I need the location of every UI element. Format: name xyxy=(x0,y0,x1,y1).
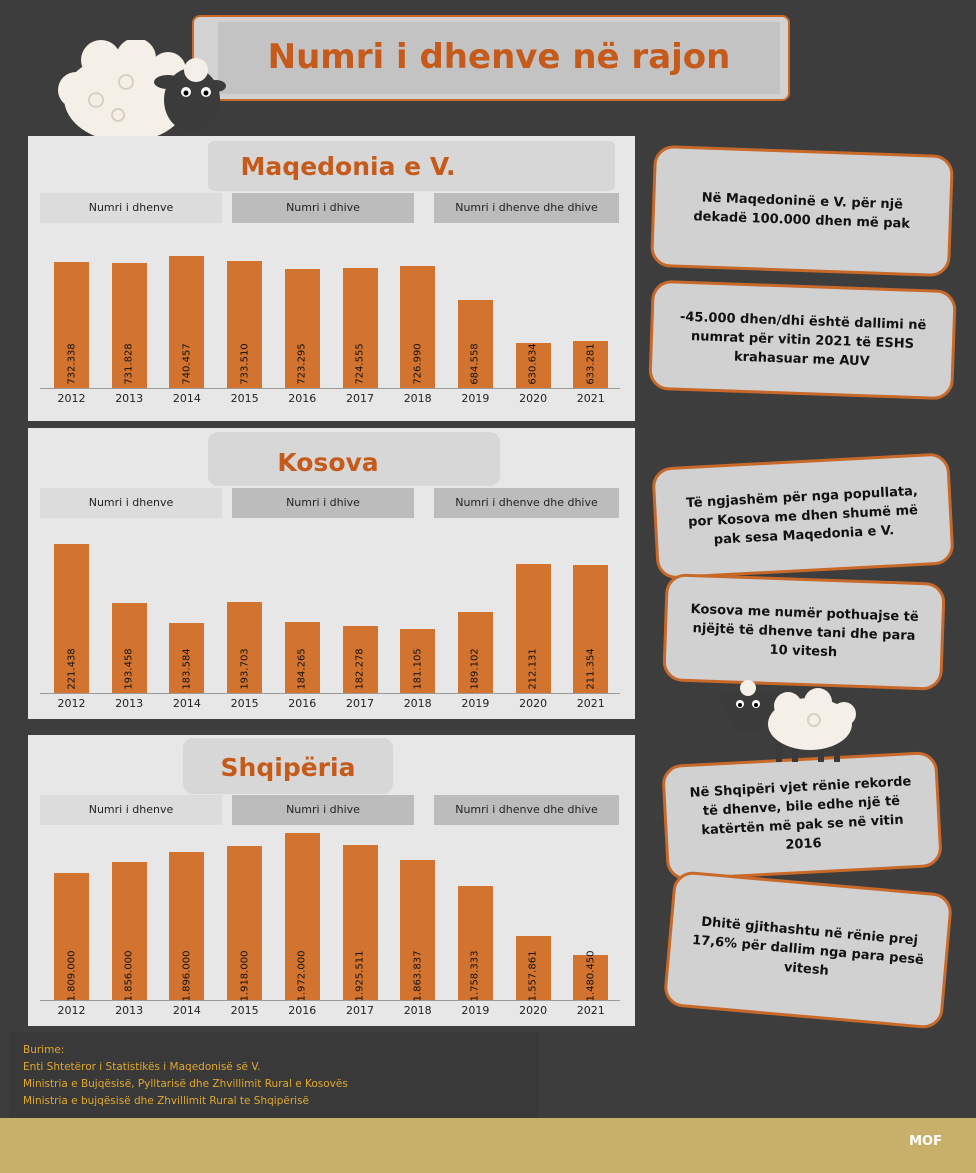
x-tick-label: 2018 xyxy=(403,392,432,405)
bar-2017 xyxy=(342,844,378,1000)
sheep-icon xyxy=(58,40,226,166)
x-tick-label: 2019 xyxy=(461,392,490,405)
sheep-icon xyxy=(718,680,856,762)
x-tick-label: 2013 xyxy=(115,697,144,710)
bar-2019 xyxy=(457,611,493,693)
x-tick-label: 2020 xyxy=(519,1004,548,1017)
x-tick-label: 2017 xyxy=(346,1004,374,1017)
x-tick-label: 2014 xyxy=(172,1004,201,1017)
tab-numri-i-dhenve-dhe-dhive[interactable]: Numri i dhenve dhe dhive xyxy=(434,488,619,518)
bar-2014 xyxy=(169,255,205,388)
chart-panel-maqedonia: Maqedonia e V. Numri i dhenve Numri i dh… xyxy=(28,136,635,421)
bar-2016 xyxy=(284,622,320,693)
bar-2021 xyxy=(573,565,609,693)
x-tick-label: 2016 xyxy=(288,697,317,710)
bar-2012 xyxy=(54,873,89,1000)
x-tick-label: 2013 xyxy=(115,1004,144,1017)
chart-title: Shqipëria xyxy=(220,753,356,782)
chart-title-box xyxy=(183,738,393,794)
x-tick-label: 2014 xyxy=(172,697,201,710)
bar-2016 xyxy=(284,269,320,388)
chart-title: Maqedonia e V. xyxy=(240,152,456,181)
x-tick-label: 2018 xyxy=(403,697,432,710)
bar-2020 xyxy=(515,563,551,693)
x-tick-label: 2021 xyxy=(576,392,605,405)
chart-panel-kosova: Kosova Numri i dhenve Numri i dhive Numr… xyxy=(28,428,635,719)
callout-kosova-1: Të ngjashëm për nga popullata, por Kosov… xyxy=(651,452,955,580)
chart-title-box xyxy=(208,432,500,486)
footer-band xyxy=(0,1118,976,1173)
x-tick-label: 2015 xyxy=(230,1004,259,1017)
x-tick-label: 2019 xyxy=(461,697,490,710)
bar-2013 xyxy=(111,861,147,1000)
bar-2017 xyxy=(342,626,378,693)
x-tick-label: 2020 xyxy=(519,392,548,405)
x-tick-label: 2019 xyxy=(461,1004,490,1017)
logo: MOF xyxy=(909,1134,942,1149)
tab-numri-i-dhenve[interactable]: Numri i dhenve xyxy=(40,193,222,223)
bar-2012 xyxy=(54,544,89,693)
tab-numri-i-dhenve-dhe-dhive[interactable]: Numri i dhenve dhe dhive xyxy=(434,795,619,825)
bar-2012 xyxy=(54,262,89,388)
bar-2020 xyxy=(515,343,551,388)
x-tick-label: 2013 xyxy=(115,392,144,405)
callout-kosova-2: Kosova me numër pothuajse të njëjtë të d… xyxy=(662,573,946,691)
chart-panel-shqiperia: Shqipëria Numri i dhenve Numri i dhive N… xyxy=(28,735,635,1026)
tab-numri-i-dhenve[interactable]: Numri i dhenve xyxy=(40,488,222,518)
x-tick-label: 2015 xyxy=(230,697,259,710)
x-axis-line xyxy=(40,1000,620,1001)
callout-shqiperia-2: Dhitë gjithashtu në rënie prej 17,6% për… xyxy=(662,870,954,1030)
x-tick-label: 2012 xyxy=(57,697,86,710)
x-tick-label: 2015 xyxy=(230,392,259,405)
x-tick-label: 2017 xyxy=(346,392,374,405)
callout-maqedonia-2: -45.000 dhen/dhi është dallimi në numrat… xyxy=(648,279,957,401)
sources-block: Burime: Enti Shtetëror i Statistikës i M… xyxy=(9,1032,539,1118)
source-item: Ministria e Bujqësisë, Pylltarisë dhe Zh… xyxy=(23,1078,348,1090)
bar-2013 xyxy=(111,602,147,693)
callout-maqedonia-1: Në Maqedoninë e V. për një dekadë 100.00… xyxy=(649,144,955,278)
x-tick-label: 2020 xyxy=(519,697,548,710)
x-tick-label: 2014 xyxy=(172,392,201,405)
x-tick-label: 2016 xyxy=(288,1004,317,1017)
x-tick-label: 2016 xyxy=(288,392,317,405)
sources-heading: Burime: xyxy=(23,1044,65,1056)
bar-2021 xyxy=(573,341,609,388)
bar-2020 xyxy=(515,935,551,1000)
bar-2021 xyxy=(573,955,609,1000)
bar-2018 xyxy=(400,628,436,693)
bar-2019 xyxy=(457,300,493,388)
x-axis-line xyxy=(40,388,620,389)
chart-title: Kosova xyxy=(277,448,379,477)
title-background xyxy=(218,22,780,94)
bar-2013 xyxy=(111,262,147,388)
x-tick-label: 2017 xyxy=(346,697,374,710)
bar-2019 xyxy=(457,886,493,1000)
bar-2015 xyxy=(227,261,263,388)
source-item: Enti Shtetëror i Statistikës i Maqedonis… xyxy=(23,1061,261,1073)
bar-2018 xyxy=(400,859,436,1000)
x-tick-label: 2012 xyxy=(57,1004,86,1017)
bar-2015 xyxy=(227,846,263,1000)
bar-2015 xyxy=(227,602,263,693)
tab-numri-i-dhenve-dhe-dhive[interactable]: Numri i dhenve dhe dhive xyxy=(434,193,619,223)
x-tick-label: 2012 xyxy=(57,392,86,405)
bar-2014 xyxy=(169,851,205,1000)
tab-numri-i-dhenve[interactable]: Numri i dhenve xyxy=(40,795,222,825)
x-tick-label: 2021 xyxy=(576,697,605,710)
tab-numri-i-dhive[interactable]: Numri i dhive xyxy=(232,795,414,825)
bar-2018 xyxy=(400,266,436,388)
bar-2017 xyxy=(342,268,378,388)
x-tick-label: 2018 xyxy=(403,1004,432,1017)
bar-2016 xyxy=(284,833,320,1000)
x-tick-label: 2021 xyxy=(576,1004,605,1017)
callout-shqiperia-1: Në Shqipëri vjet rënie rekorde të dhenve… xyxy=(661,750,943,882)
chart-title-box xyxy=(208,141,615,191)
bar-2014 xyxy=(169,623,205,693)
source-item: Ministria e bujqësisë dhe Zhvillimit Rur… xyxy=(23,1095,309,1107)
page-title: Numri i dhenve në rajon xyxy=(267,37,731,77)
tab-numri-i-dhive[interactable]: Numri i dhive xyxy=(232,193,414,223)
x-axis-line xyxy=(40,693,620,694)
tab-numri-i-dhive[interactable]: Numri i dhive xyxy=(232,488,414,518)
